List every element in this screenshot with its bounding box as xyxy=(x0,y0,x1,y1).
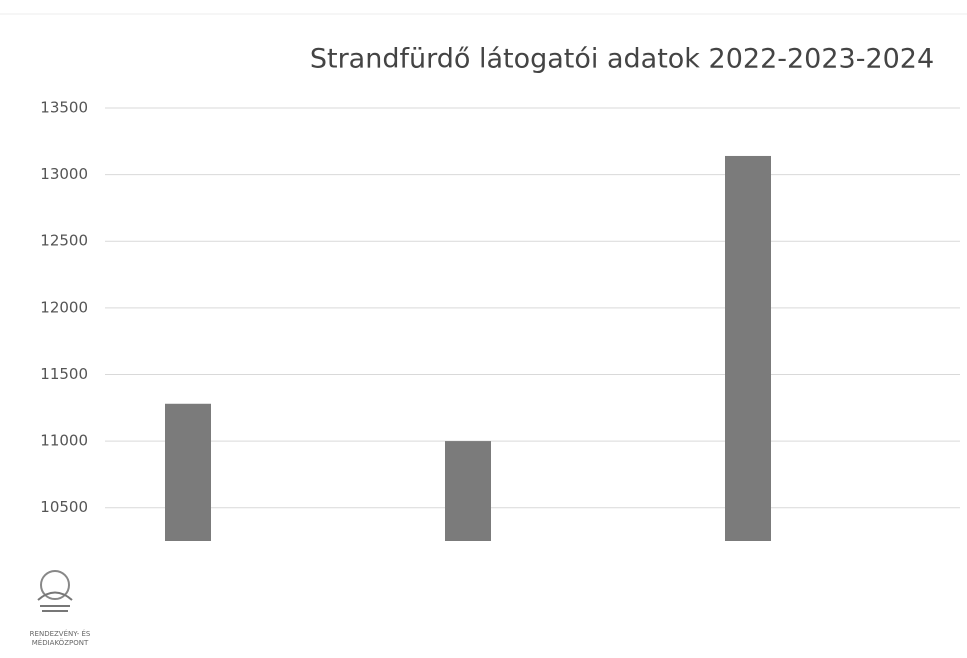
bar xyxy=(445,441,491,541)
logo-text: RENDEZVÉNY- ÉS xyxy=(30,629,91,638)
y-tick-label: 13500 xyxy=(40,99,88,117)
y-tick-label: 13000 xyxy=(40,165,88,183)
y-tick-label: 11500 xyxy=(40,365,88,383)
y-tick-label: 12500 xyxy=(40,232,88,250)
chart-title: Strandfürdő látogatói adatok 2022-2023-2… xyxy=(310,44,934,75)
y-tick-label: 10500 xyxy=(40,498,88,516)
logo: RENDEZVÉNY- ÉS MÉDIAKÖZPONT xyxy=(30,570,91,647)
bar xyxy=(725,155,771,541)
logo-text: MÉDIAKÖZPONT xyxy=(32,638,89,647)
bar xyxy=(165,403,211,541)
y-tick-label: 11000 xyxy=(40,432,88,450)
y-tick-label: 12000 xyxy=(40,298,88,316)
logo-icon xyxy=(40,570,70,600)
logo-icon xyxy=(37,591,73,612)
